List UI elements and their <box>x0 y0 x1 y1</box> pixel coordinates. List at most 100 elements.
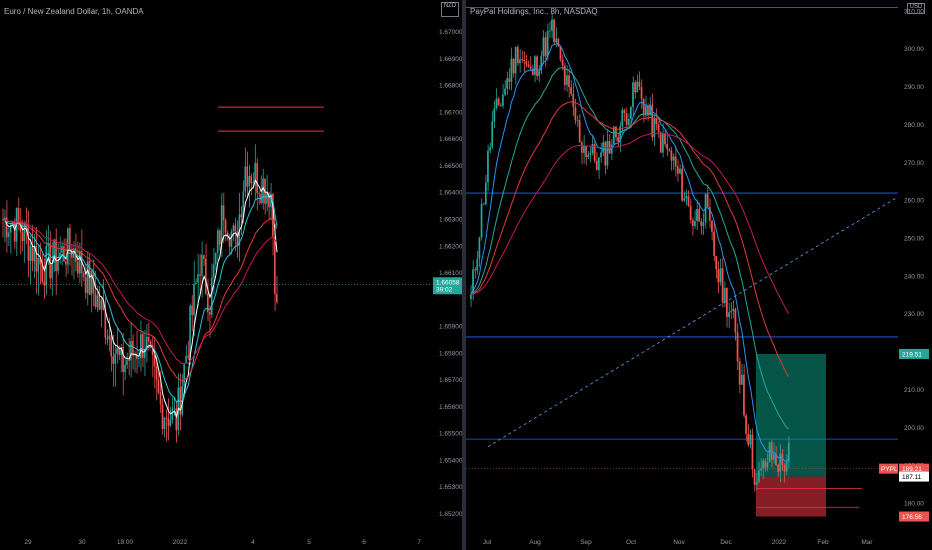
price-badge <box>899 471 929 482</box>
candle-body <box>63 246 65 262</box>
price-axis-label: 1.67000 <box>439 29 462 36</box>
candle-body <box>49 243 51 279</box>
moving-average-line <box>470 67 790 430</box>
moving-average-line <box>2 178 278 419</box>
candle-body <box>242 191 245 218</box>
candle-body <box>155 366 158 380</box>
candle-body <box>523 59 526 62</box>
candle-body <box>595 160 598 171</box>
candle-body <box>31 246 34 262</box>
candle-body <box>593 144 596 161</box>
candle-body <box>266 192 268 204</box>
eurnzd-chart-pane[interactable]: 1.67000 1.66900 1.66800 1.66700 1.66600 1.665… <box>0 0 462 550</box>
position-loss-zone <box>756 476 826 517</box>
candle-body <box>589 153 592 155</box>
pypl-chart-pane[interactable]: 310.00 300.00 290.00 280.00 270.00 260.00 250.… <box>466 0 932 550</box>
candle-body <box>621 110 624 127</box>
candle-body <box>163 417 166 429</box>
candle-body <box>563 65 566 85</box>
candle-body <box>82 273 85 278</box>
price-axis-label: 1.66400 <box>439 190 462 197</box>
price-axis-label: 1.65800 <box>439 350 462 357</box>
candle-body <box>659 132 662 153</box>
candle-body <box>615 126 617 138</box>
price-axis-label: 1.66200 <box>439 243 462 250</box>
time-axis-label: 30 <box>78 539 86 546</box>
price-axis-label: 1.66300 <box>439 216 462 223</box>
candle-body <box>542 37 545 56</box>
candle-body <box>169 419 172 426</box>
candle-body <box>220 205 223 245</box>
candle-body <box>755 481 758 485</box>
price-badge-value: 187.11 <box>902 474 922 481</box>
candle-body <box>110 335 112 357</box>
price-axis-label: 240.00 <box>904 273 924 280</box>
price-axis-label: 1.65500 <box>439 431 462 438</box>
moving-average-line <box>470 43 790 462</box>
price-axis-label: 280.00 <box>904 122 924 129</box>
time-axis-label: 4 <box>251 539 255 546</box>
price-axis-label: 210.00 <box>904 387 924 394</box>
candle-body <box>90 270 93 295</box>
candle-body <box>187 355 189 358</box>
candle-body <box>604 142 607 166</box>
candle-body <box>149 341 152 345</box>
candle-body <box>504 88 506 95</box>
candle-body <box>13 222 16 242</box>
pane-divider[interactable] <box>462 0 466 550</box>
candle-body <box>218 230 221 245</box>
candle-body <box>224 220 227 233</box>
candle-body <box>140 334 142 358</box>
candle-body <box>17 207 20 222</box>
candle-body <box>35 246 38 272</box>
symbol-badge <box>879 463 898 474</box>
currency-code: USD <box>909 4 923 10</box>
moving-average-line <box>2 217 278 382</box>
bar-countdown: 39:02 <box>436 286 453 293</box>
eurnzd-chart-canvas[interactable]: 1.67000 1.66900 1.66800 1.66700 1.66600 1.665… <box>0 0 462 550</box>
currency-code: NZD <box>443 3 457 9</box>
candle-body <box>730 311 732 313</box>
candle-body <box>747 433 750 445</box>
candle-body <box>96 295 99 307</box>
candle-body <box>732 308 735 312</box>
candle-body <box>745 415 747 434</box>
candle-body <box>617 137 619 142</box>
candle-body <box>738 361 741 385</box>
price-axis-label: 1.65900 <box>439 324 462 331</box>
candle-body <box>696 209 698 221</box>
candle-body <box>698 209 700 222</box>
candle-body <box>751 434 754 470</box>
candle-body <box>672 156 675 161</box>
candle-body <box>491 121 494 148</box>
candle-body <box>632 82 634 108</box>
candle-body <box>480 204 483 238</box>
candles <box>2 144 278 443</box>
candle-body <box>65 261 67 265</box>
pypl-chart-canvas[interactable]: 310.00 300.00 290.00 280.00 270.00 260.00 250.… <box>466 0 932 550</box>
candle-body <box>21 232 24 242</box>
time-axis-label: Feb <box>817 539 829 546</box>
candle-body <box>476 258 479 271</box>
candle-body <box>212 264 215 278</box>
candle-body <box>764 460 767 468</box>
candle-body <box>766 462 769 468</box>
candle-body <box>250 175 252 184</box>
candle-body <box>199 274 201 276</box>
candle-body <box>197 274 199 283</box>
currency-label[interactable]: USD <box>907 3 925 14</box>
candle-body <box>576 120 579 122</box>
candle-body <box>651 104 654 138</box>
candle-body <box>33 246 36 262</box>
price-badge <box>899 511 929 522</box>
candle-body <box>711 220 713 232</box>
candle-body <box>544 37 547 57</box>
candle-body <box>775 453 777 465</box>
time-axis-label: 7 <box>417 539 421 546</box>
price-badge-value: 176.56 <box>902 514 922 521</box>
currency-label[interactable]: NZD <box>441 2 459 17</box>
candle-body <box>540 55 543 71</box>
candle-body <box>141 334 144 358</box>
candle-body <box>98 295 101 310</box>
candle-body <box>474 269 476 271</box>
